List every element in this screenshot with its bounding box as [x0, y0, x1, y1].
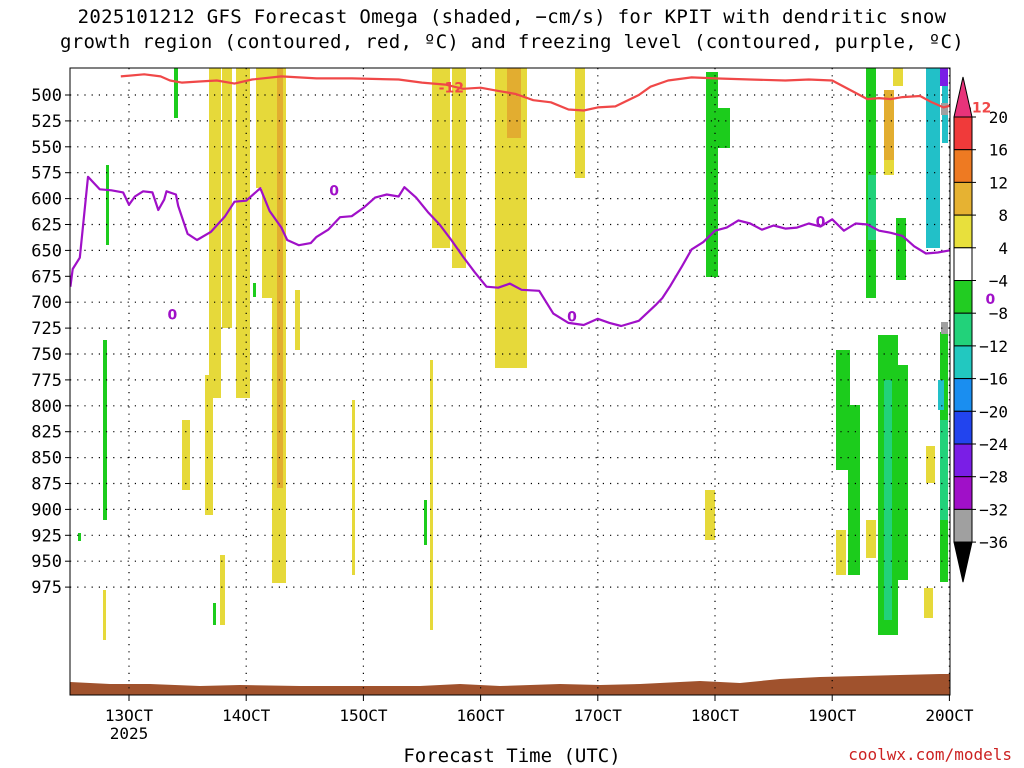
contour-label: 0 — [816, 214, 826, 230]
contour-labels: -12 -12 0 0 0 0 0 — [167, 81, 995, 326]
colorbar-band — [953, 214, 973, 249]
colorbar-band — [953, 443, 973, 478]
colorbar-band — [953, 378, 973, 412]
colorbar-level-label: 20 — [989, 108, 1008, 127]
colorbar-level-label: −28 — [979, 468, 1008, 487]
omega-shading — [70, 68, 950, 695]
colorbar: 20 16 12 8 4 −4 −8 −12 −16 −20 −24 −28 −32 −36 — [953, 76, 1008, 583]
contour-label: 0 — [167, 308, 177, 324]
y-tick-label: 525 — [31, 112, 62, 132]
colorbar-band — [953, 508, 973, 543]
grid-lines — [70, 68, 951, 695]
colorbar-band — [953, 410, 973, 445]
y-tick-label: 625 — [31, 216, 62, 236]
colorbar-band — [953, 345, 973, 380]
x-tick-label: 14OCT — [222, 706, 271, 725]
colorbar-bottom-arrow — [953, 541, 973, 583]
x-axis-label: Forecast Time (UTC) — [403, 745, 621, 767]
x-year-label: 2025 — [110, 724, 149, 743]
y-tick-label: 675 — [31, 267, 62, 287]
x-tick-label: 15OCT — [339, 706, 388, 725]
y-tick-label: 600 — [31, 190, 62, 210]
colorbar-level-label: −4 — [989, 272, 1008, 291]
colorbar-level-label: −16 — [979, 370, 1008, 389]
y-axis-pressure: 500 525 550 575 600 625 650 675 700 725 750 775 800 8… — [31, 86, 70, 598]
chart-title-line-1: 2025101212 GFS Forecast Omega (shaded, −… — [77, 6, 947, 28]
y-tick-label: 825 — [31, 423, 62, 443]
colorbar-level-label: −20 — [979, 402, 1008, 421]
x-tick-label: 17OCT — [574, 706, 623, 725]
x-tick-label: 13OCT — [105, 706, 154, 725]
contour-label: 0 — [986, 292, 996, 308]
plot-frame — [69, 67, 951, 696]
contour-label: 0 — [329, 183, 339, 199]
y-tick-label: 775 — [31, 371, 62, 391]
y-tick-label: 575 — [31, 164, 62, 184]
contour-line-minus12 — [120, 73, 950, 112]
credit-text: coolwx.com/models — [848, 745, 1012, 764]
colorbar-band — [953, 149, 973, 183]
colorbar-band — [953, 476, 973, 510]
contour-label: -12 — [439, 81, 464, 97]
contour-label: 0 — [567, 310, 577, 326]
x-tick-label: 16OCT — [457, 706, 506, 725]
colorbar-level-label: −24 — [979, 435, 1008, 454]
x-tick-label: 18OCT — [691, 706, 740, 725]
y-tick-label: 700 — [31, 293, 62, 313]
contour-label: -12 — [966, 100, 991, 116]
y-tick-label: 650 — [31, 241, 62, 261]
x-tick-label: 20OCT — [925, 706, 974, 725]
y-tick-label: 800 — [31, 397, 62, 417]
y-tick-label: 550 — [31, 138, 62, 158]
y-tick-label: 750 — [31, 345, 62, 365]
chart-title-line-2: growth region (contoured, red, ºC) and f… — [60, 31, 964, 53]
y-tick-label: 950 — [31, 552, 62, 572]
y-tick-label: 975 — [31, 578, 62, 598]
y-tick-label: 500 — [31, 86, 62, 106]
colorbar-level-label: 16 — [989, 141, 1008, 160]
colorbar-band — [953, 280, 973, 314]
temperature-contours — [70, 73, 950, 328]
colorbar-level-label: −12 — [979, 337, 1008, 356]
y-tick-label: 725 — [31, 319, 62, 339]
colorbar-band — [953, 116, 973, 151]
colorbar-level-label: 4 — [998, 239, 1008, 258]
colorbar-level-label: 12 — [989, 173, 1008, 192]
y-tick-label: 900 — [31, 500, 62, 520]
y-tick-label: 875 — [31, 475, 62, 495]
y-tick-label: 925 — [31, 526, 62, 546]
x-tick-label: 19OCT — [808, 706, 857, 725]
colorbar-level-label: −32 — [979, 500, 1008, 519]
colorbar-level-label: −8 — [989, 304, 1008, 323]
colorbar-band — [953, 247, 973, 282]
colorbar-top-arrow — [953, 76, 973, 118]
y-tick-label: 850 — [31, 449, 62, 469]
colorbar-level-label: 8 — [998, 206, 1008, 225]
colorbar-band — [953, 181, 973, 216]
colorbar-level-label: −36 — [979, 533, 1008, 552]
contour-line-0 — [70, 175, 950, 328]
colorbar-band — [953, 312, 973, 347]
